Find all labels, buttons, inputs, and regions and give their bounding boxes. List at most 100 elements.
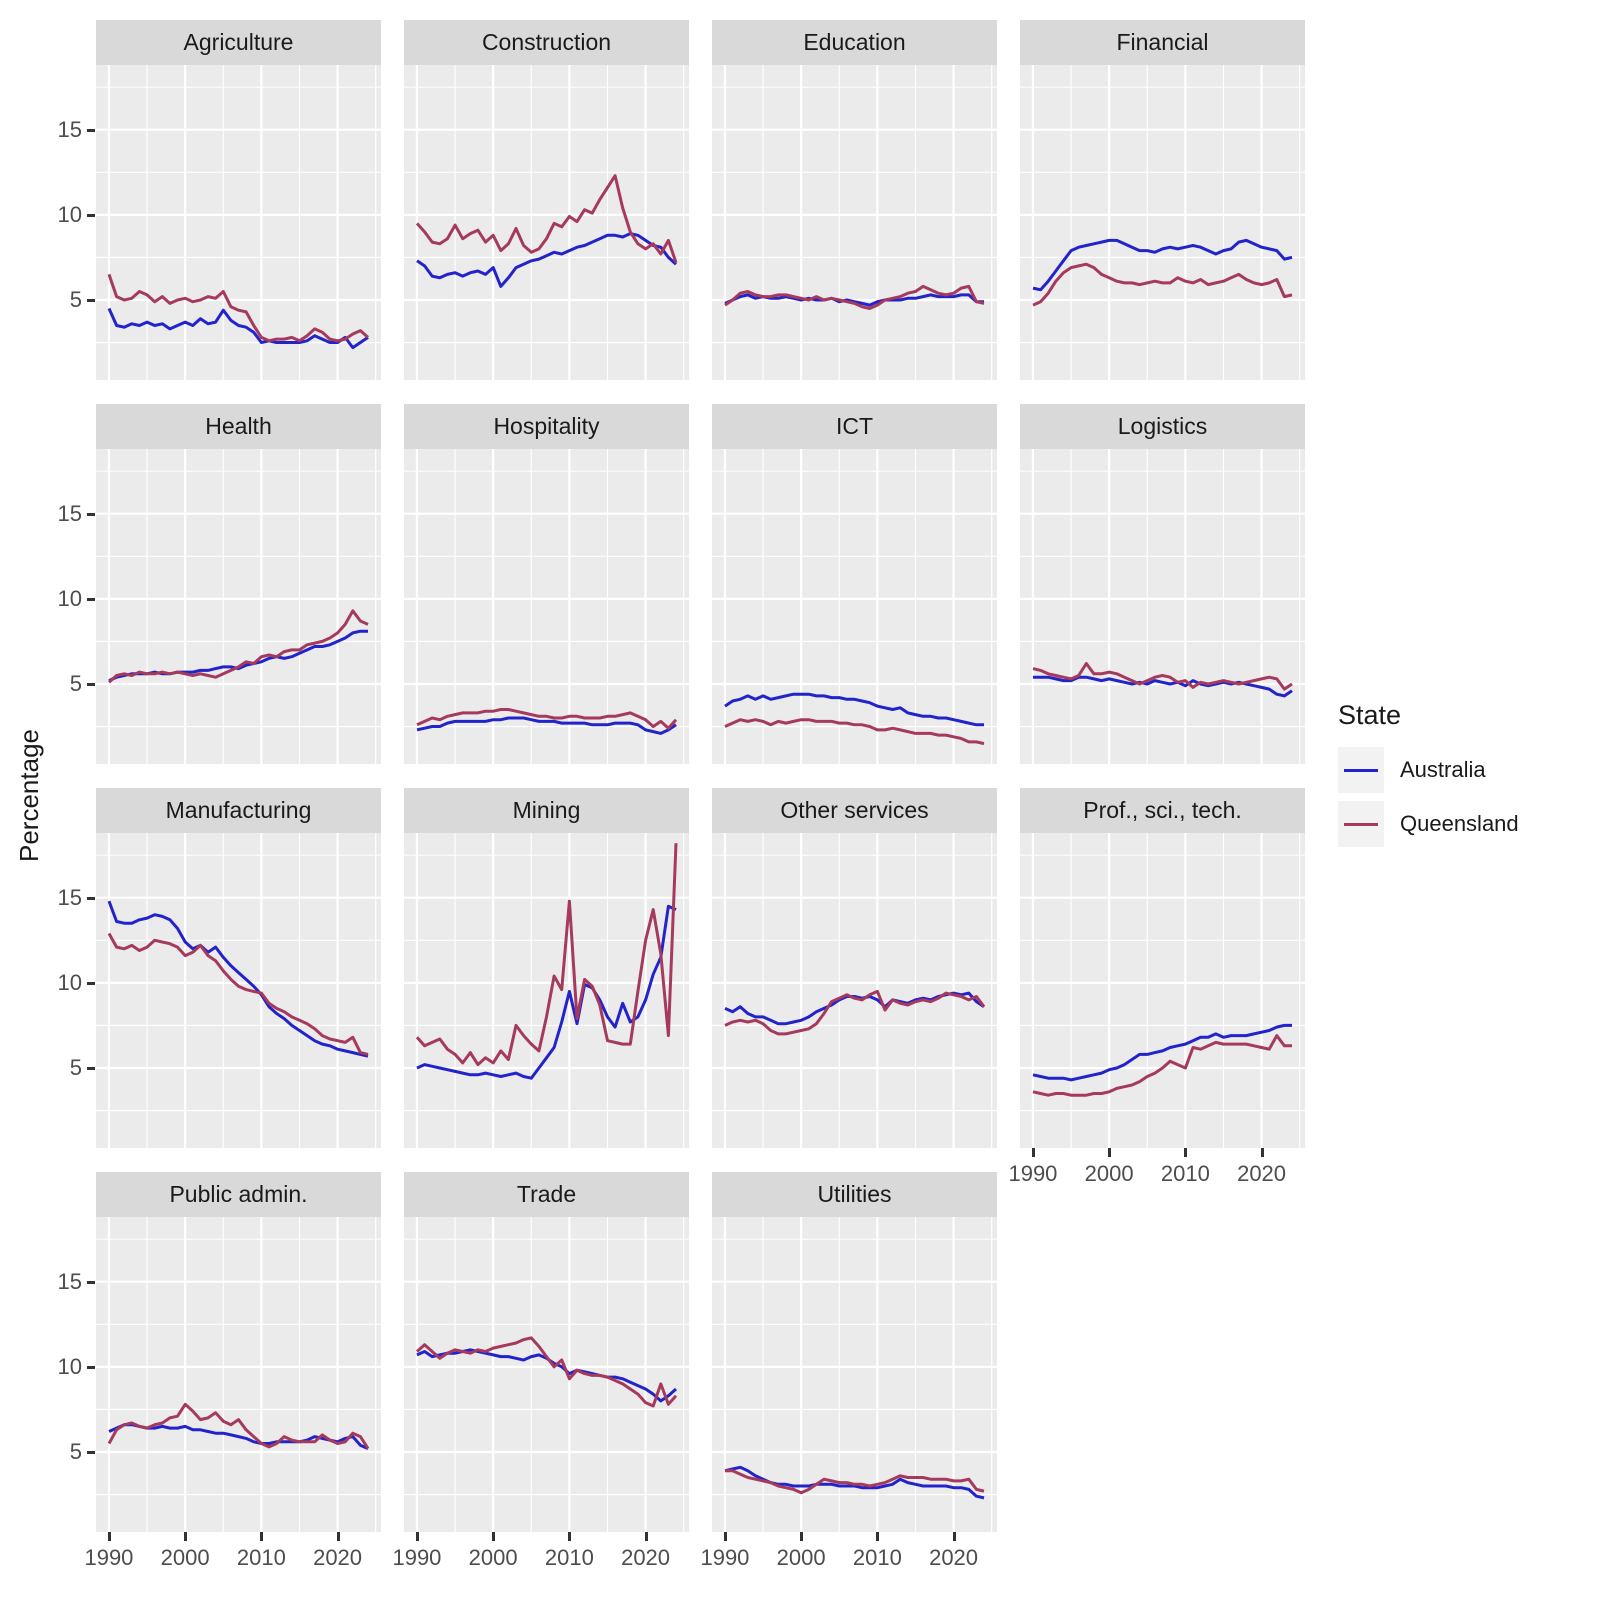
series-line-queensland [725,1469,985,1495]
x-tick-mark [800,1532,804,1541]
series-line-australia [1032,238,1293,292]
x-tick-mark [415,1532,419,1541]
series-line-queensland [107,932,369,1056]
y-tick-mark [87,981,95,985]
facet-panel [712,1217,997,1532]
x-tick-mark [260,1532,264,1541]
facet-strip-label: Trade [404,1172,689,1217]
series-line-queensland [107,273,370,343]
y-tick-mark [87,896,95,900]
x-tick-mark [952,1532,956,1541]
y-tick-label: 10 [57,1353,82,1379]
x-tick-label: 2020 [313,1545,363,1570]
series-line-queensland [724,718,985,746]
legend-title: State [1338,700,1402,730]
facet-logistics: Logistics [1020,404,1305,764]
facet-other-services: Other services [712,788,997,1148]
x-tick-mark [568,1532,572,1541]
facet-strip-label: Construction [404,20,689,65]
facet-strip-label: Prof., sci., tech. [1020,788,1305,833]
x-tick-label: 2020 [929,1545,979,1570]
x-tick-mark [644,1532,648,1541]
series-line-queensland [724,284,985,310]
legend-item-australia: Australia [1338,747,1519,793]
y-tick-label: 15 [57,500,82,526]
x-tick-mark [492,1532,496,1541]
x-tick-mark [1108,1148,1112,1157]
series-line-queensland [1032,662,1293,691]
y-tick-mark [87,213,95,217]
facet-strip-label: Public admin. [96,1172,381,1217]
x-tick-mark [1184,1148,1188,1157]
x-tick-label: 2000 [468,1545,518,1570]
x-tick-label: 1990 [392,1545,442,1570]
y-axis-title: Percentage [14,729,44,862]
queensland-line-swatch [1344,822,1378,826]
facet-mining: Mining [404,788,689,1148]
facet-strip-label: Manufacturing [96,788,381,833]
facet-strip-label: Health [96,404,381,449]
legend-key [1338,747,1384,793]
x-tick-mark [1260,1148,1264,1157]
y-tick-label: 5 [69,1438,82,1464]
x-tick-mark [336,1532,340,1541]
x-tick-mark [107,1532,111,1541]
x-tick-label: 2010 [544,1545,594,1570]
x-tick-label: 2010 [852,1545,902,1570]
facet-strip-label: Utilities [712,1172,997,1217]
facet-strip-label: ICT [712,404,997,449]
facet-strip-label: Other services [712,788,997,833]
facet-health: Health [96,404,381,764]
x-tick-label: 1990 [700,1545,750,1570]
series-line-australia [724,692,984,727]
series-line-queensland [415,174,678,263]
y-tick-label: 10 [57,201,82,227]
x-tick-label: 2020 [621,1545,671,1570]
facet-strip-label: Logistics [1020,404,1305,449]
series-line-queensland [416,708,678,730]
facet-panel [712,65,997,380]
facet-strip-label: Education [712,20,997,65]
australia-line-swatch [1344,768,1378,772]
facet-construction: Construction [404,20,689,380]
x-tick-label: 2010 [1160,1161,1210,1186]
y-tick-mark [87,1280,95,1284]
series-line-australia [108,1423,369,1450]
facet-prof-sci-tech: Prof., sci., tech. [1020,788,1305,1148]
facet-panel [712,833,997,1148]
y-tick-label: 10 [57,585,82,611]
facet-panel [1020,449,1305,764]
y-tick-mark [87,597,95,601]
facet-panel [96,1217,381,1532]
facet-strip-label: Agriculture [96,20,381,65]
series-line-queensland [1032,262,1293,307]
facet-strip-label: Financial [1020,20,1305,65]
y-tick-mark [87,298,95,302]
series-line-queensland [415,843,678,1067]
y-tick-label: 15 [57,884,82,910]
series-line-queensland [724,989,986,1036]
y-tick-label: 10 [57,969,82,995]
y-tick-label: 15 [57,1268,82,1294]
facet-agriculture: Agriculture [96,20,381,380]
y-tick-label: 15 [57,116,82,142]
series-line-queensland [107,609,369,684]
y-tick-mark [87,1365,95,1369]
facet-panel [404,449,689,764]
x-tick-label: 1990 [84,1545,134,1570]
facet-strip-label: Hospitality [404,404,689,449]
series-line-queensland [107,1402,370,1450]
y-tick-mark [87,682,95,686]
facet-panel [404,65,689,380]
y-tick-mark [87,512,95,516]
legend-label: Australia [1400,757,1486,782]
series-line-australia [107,307,369,350]
y-tick-label: 5 [69,1054,82,1080]
facet-panel [96,833,381,1148]
x-tick-label: 1990 [1008,1161,1058,1186]
y-tick-mark [87,1066,95,1070]
facet-panel [1020,65,1305,380]
legend-key [1338,801,1384,847]
series-line-australia [1033,675,1293,698]
facet-panel [96,65,381,380]
